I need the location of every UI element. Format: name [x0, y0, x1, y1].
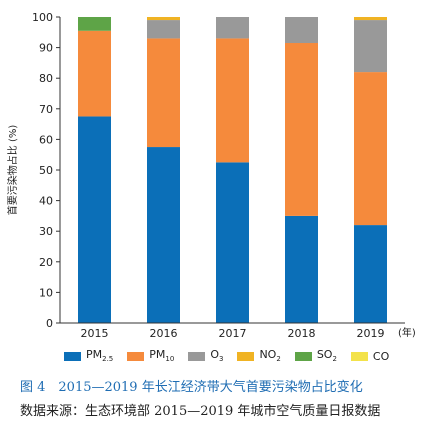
legend-label-name: O: [210, 348, 219, 362]
y-tick-label: 40: [39, 195, 53, 208]
legend-label-subscript: 2: [332, 355, 337, 364]
x-axis: 2015 2016 2017 2018 2019: [60, 322, 405, 340]
bar-segment-no2-2016: [147, 17, 180, 21]
legend: PM2.5 PM10 O3 NO2 SO2 CO: [64, 346, 434, 366]
y-tick-label: 50: [39, 164, 53, 177]
bar-segment-pm2.5-2017: [216, 162, 249, 323]
legend-item-pm2.5: PM2.5: [64, 348, 113, 364]
x-tick-label: 2019: [357, 327, 385, 340]
x-axis-unit: (年): [398, 326, 416, 339]
legend-label-name: PM: [149, 348, 166, 362]
legend-swatch: [350, 351, 368, 361]
y-axis-label: 首要污染物占比 (%): [6, 125, 19, 216]
legend-swatch: [64, 351, 81, 361]
legend-label-subscript: 2: [276, 355, 281, 364]
legend-item-co: CO: [350, 350, 389, 363]
bar-segment-pm2.5-2018: [285, 215, 318, 323]
y-tick-label: 10: [39, 286, 53, 299]
bar-segment-o3-2018: [285, 17, 318, 44]
bar-segment-pm2.5-2016: [147, 147, 180, 323]
bar-segment-pm10-2017: [216, 38, 249, 163]
bar-segment-o3-2016: [147, 20, 180, 39]
y-tick-label: 90: [39, 42, 53, 55]
legend-label-name: PM: [86, 348, 103, 362]
legend-item-pm10: PM10: [127, 348, 174, 364]
legend-label-name: SO: [316, 348, 333, 362]
legend-label-subscript: 3: [218, 355, 224, 364]
y-tick-label: 70: [39, 103, 53, 116]
y-tick-label: 30: [39, 225, 53, 238]
legend-item-o3: O3: [188, 348, 223, 364]
y-tick-label: 20: [39, 256, 53, 269]
legend-swatch: [237, 351, 255, 361]
y-tick-label: 60: [39, 133, 53, 146]
legend-label: PM2.5: [86, 348, 113, 363]
bar-segment-pm10-2019: [354, 72, 387, 226]
bar-segment-pm10-2018: [285, 43, 318, 216]
legend-label: PM10: [149, 348, 174, 363]
bars: [78, 17, 387, 323]
data-source: 数据来源：生态环境部 2015—2019 年城市空气质量日报数据: [20, 404, 381, 419]
legend-swatch: [127, 351, 145, 361]
legend-label-name: NO: [259, 348, 277, 362]
legend-label-subscript: 10: [165, 355, 175, 364]
y-tick-label: 0: [46, 317, 53, 330]
bar-segment-o3-2017: [216, 17, 249, 39]
y-axis: 0 10 20 30 40 50 60 70 80 90 100: [32, 11, 61, 330]
bar-segment-pm2.5-2015: [78, 116, 111, 323]
figure-caption: 图 4 2015—2019 年长江经济带大气首要污染物占比变化: [20, 380, 363, 395]
bar-segment-pm10-2015: [78, 30, 111, 117]
y-tick-label: 80: [39, 72, 53, 85]
legend-label: O3: [210, 348, 223, 363]
bar-segment-so2-2015: [78, 17, 111, 31]
x-tick-label: 2015: [81, 327, 109, 340]
x-tick-label: 2018: [288, 327, 316, 340]
bar-segment-pm2.5-2019: [354, 225, 387, 323]
legend-swatch: [188, 351, 206, 361]
bar-segment-no2-2019: [354, 17, 387, 21]
legend-label: SO2: [317, 348, 337, 363]
legend-swatch: [294, 351, 312, 361]
y-tick-label: 100: [32, 11, 53, 24]
bar-segment-pm10-2016: [147, 38, 180, 148]
bar-segment-o3-2019: [354, 20, 387, 73]
legend-label: NO2: [259, 348, 280, 363]
legend-label-subscript: 2.5: [102, 355, 114, 364]
x-tick-label: 2017: [219, 327, 247, 340]
legend-item-no2: NO2: [237, 348, 281, 364]
x-tick-label: 2016: [150, 327, 178, 340]
legend-label: CO: [373, 350, 389, 363]
legend-label-name: CO: [372, 349, 390, 363]
legend-item-so2: SO2: [294, 348, 337, 364]
